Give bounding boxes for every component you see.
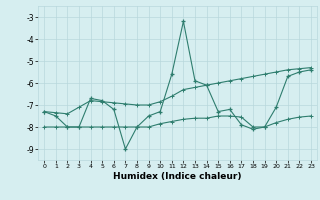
X-axis label: Humidex (Indice chaleur): Humidex (Indice chaleur)	[113, 172, 242, 181]
